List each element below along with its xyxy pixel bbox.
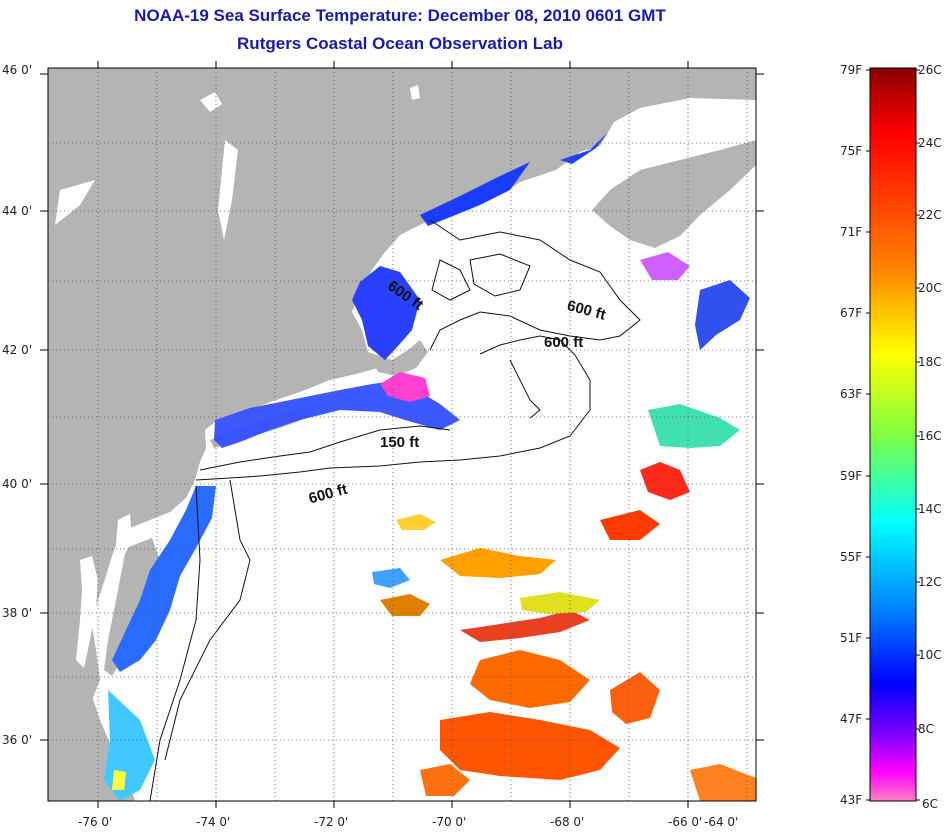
land-nova-scotia: [592, 140, 756, 248]
cb-c-6: 6C: [922, 797, 938, 811]
cb-c-20: 20C: [918, 281, 942, 295]
isobath-label-4: 150 ft: [380, 434, 419, 451]
isobath-contours: [149, 219, 641, 801]
axis-ticks: [40, 61, 764, 808]
cb-c-16: 16C: [918, 429, 942, 443]
land-us-coast: [48, 68, 756, 801]
isobath-label-3: 600 ft: [544, 334, 583, 351]
cb-f-59: 59F: [840, 469, 862, 483]
cb-c-8: 8C: [918, 722, 934, 736]
colorbar: 79F 75F 71F 67F 63F 59F 55F 51F 47F 43F …: [840, 63, 942, 811]
lon-label-68: -68 0': [550, 815, 584, 829]
map-title: NOAA-19 Sea Surface Temperature: Decembe…: [134, 6, 666, 25]
sst-data: [104, 132, 756, 801]
cb-f-51: 51F: [840, 631, 862, 645]
cb-c-14: 14C: [918, 502, 942, 516]
cb-c-10: 10C: [918, 648, 942, 662]
lat-label-40: 40 0': [2, 477, 32, 491]
cb-f-79: 79F: [840, 63, 862, 77]
lat-label-42: 42 0': [2, 343, 32, 357]
map-panel: 600 ft 600 ft 600 ft 150 ft 600 ft: [48, 68, 756, 801]
cb-f-75: 75F: [840, 144, 862, 158]
lat-label-36: 36 0': [2, 733, 32, 747]
cb-f-67: 67F: [840, 306, 862, 320]
lon-label-72: -72 0': [314, 815, 348, 829]
lon-label-70: -70 0': [432, 815, 466, 829]
lon-label-74: -74 0': [196, 815, 230, 829]
latitude-labels: 46 0' 44 0' 42 0' 40 0' 38 0' 36 0': [2, 63, 32, 747]
map-frame: [47, 67, 757, 802]
colorbar-gradient: [869, 67, 917, 802]
cb-f-55: 55F: [840, 550, 862, 564]
cb-c-18: 18C: [918, 355, 942, 369]
longitude-labels: -76 0' -74 0' -72 0' -70 0' -68 0' -66 0…: [78, 815, 738, 829]
lon-label-64: -64 0': [704, 815, 738, 829]
lon-label-66: -66 0': [668, 815, 702, 829]
lon-label-76: -76 0': [78, 815, 112, 829]
cb-c-26: 26C: [918, 63, 942, 77]
delaware-bay: [116, 514, 132, 556]
land-delmarva: [104, 538, 160, 676]
map-subtitle: Rutgers Coastal Ocean Observation Lab: [237, 34, 563, 53]
cb-f-63: 63F: [840, 387, 862, 401]
land-cape-cod: [368, 340, 428, 376]
cb-f-47: 47F: [840, 712, 862, 726]
cb-f-43: 43F: [840, 793, 862, 807]
chesapeake-bay: [76, 556, 98, 668]
cb-f-71: 71F: [840, 225, 862, 239]
cb-c-12: 12C: [918, 575, 942, 589]
lat-label-38: 38 0': [2, 606, 32, 620]
cb-c-22: 22C: [918, 208, 942, 222]
cb-c-24: 24C: [918, 136, 942, 150]
lat-label-44: 44 0': [2, 204, 32, 218]
colorbar-ticks: [866, 69, 920, 801]
lat-label-46: 46 0': [2, 63, 32, 77]
